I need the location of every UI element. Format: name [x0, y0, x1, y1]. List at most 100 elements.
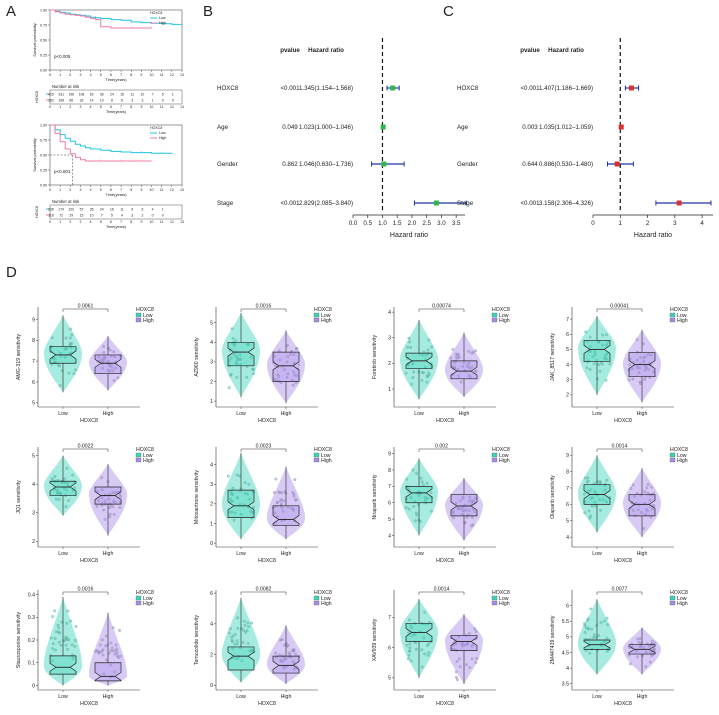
violin-point-high — [474, 661, 478, 665]
x-tick-label: 2 — [69, 73, 71, 77]
violin-point-high — [466, 642, 469, 645]
violin-point-low — [418, 519, 422, 523]
violin-legend-low: Low — [677, 313, 687, 319]
violin-point-high — [649, 515, 653, 519]
x-axis-label: Time(years) — [105, 192, 127, 197]
violin-point-low — [426, 653, 430, 657]
violin-point-low — [74, 368, 78, 372]
violin-point-high — [455, 675, 458, 679]
violin-box-high — [628, 494, 656, 517]
violin-y-label: Temozolide sensitivity — [194, 615, 200, 666]
violin-point-low — [588, 345, 592, 348]
violin-point-low — [245, 375, 249, 379]
risk-x-tick-label: 11 — [160, 220, 164, 224]
violin-x-tick-label: Low — [414, 411, 424, 417]
violin-legend-high: High — [321, 458, 332, 464]
x-tick-label: 7 — [120, 188, 122, 192]
violin-legend-high: High — [677, 318, 688, 324]
violin-point-low — [593, 353, 597, 357]
violin-legend-swatch-low — [669, 312, 676, 318]
violin-pvalue-bracket — [62, 591, 109, 595]
x-tick-label: 10 — [150, 73, 154, 77]
y-tick-label: 0.25 — [40, 54, 47, 58]
x-tick-label: 1 — [59, 188, 61, 192]
x-tick-label: 12 — [170, 188, 174, 192]
violin-point-low — [590, 627, 594, 631]
violin-point-low — [583, 622, 586, 625]
violin-point-high — [289, 352, 292, 356]
forest-header-pvalue: pvalue — [520, 47, 540, 54]
violin-point-low — [405, 643, 409, 647]
risk-high-count: 118 — [48, 214, 54, 218]
violin-point-high — [110, 365, 114, 369]
violin-point-low — [230, 327, 234, 331]
violin-x-tick-label: High — [459, 411, 470, 417]
violin-y-tick-label: 9 — [388, 451, 391, 457]
violin-point-low — [587, 509, 591, 513]
risk-x-tick-label: 11 — [160, 105, 164, 109]
x-tick-label: 5 — [100, 73, 102, 77]
risk-x-tick-label: 4 — [90, 220, 92, 224]
violin-point-low — [410, 626, 414, 630]
violin-x-label: HOXC8 — [614, 418, 632, 424]
violin-legend-swatch-low — [491, 452, 498, 458]
violin-point-high — [109, 663, 112, 667]
violin-point-low — [228, 631, 231, 635]
forest-x-tick-label: 0 — [591, 220, 595, 227]
risk-low-count: 5 — [162, 93, 164, 97]
violin-point-low — [250, 510, 254, 514]
violin-point-high — [642, 527, 645, 530]
violin-point-low — [584, 330, 588, 334]
violin-y-label: JAK_8517 sensitivity — [550, 333, 556, 381]
forest-x-tick-label: 0.0 — [349, 220, 358, 227]
risk-low-count: 102 — [68, 208, 74, 212]
violin-point-low — [64, 643, 68, 647]
violin-point-high — [642, 360, 646, 364]
violin-legend-swatch-high — [135, 317, 142, 323]
violin-legend-high: High — [143, 318, 154, 324]
violin-point-high — [286, 372, 290, 376]
violin-point-high — [629, 486, 633, 490]
violin-point-low — [586, 476, 590, 480]
violin-y-label: Olaparib sensitivity — [550, 475, 556, 519]
x-tick-label: 10 — [150, 188, 154, 192]
violin-point-low — [51, 647, 55, 651]
violin-y-tick-label: 8 — [388, 468, 391, 474]
violin-x-tick-label: High — [281, 411, 292, 417]
violin-point-high — [281, 509, 285, 513]
violin-point-high — [274, 378, 278, 381]
violin-y-tick-label: 2 — [210, 652, 213, 658]
violin-point-low — [589, 488, 593, 492]
violin-panel-9: 0 0.1 0.2 0.3 0.4 Staurosporine sensitivity Lo… — [16, 587, 154, 708]
risk-x-tick-label: 3 — [80, 220, 82, 224]
violin-y-tick-label: 4 — [566, 666, 569, 672]
violin-y-tick-label: 7 — [388, 615, 391, 621]
violin-x-tick-label: Low — [414, 551, 424, 557]
y-tick-label: 1.00 — [40, 124, 47, 128]
violin-point-high — [455, 678, 459, 682]
violin-point-high — [471, 351, 475, 354]
violin-point-low — [245, 343, 249, 346]
violin-point-low — [424, 353, 428, 357]
violin-point-low — [414, 647, 418, 651]
violin-point-high — [111, 490, 115, 494]
violin-y-tick-label: 6 — [388, 501, 391, 507]
violin-y-tick-label: 0.1 — [28, 661, 35, 667]
risk-x-tick-label: 2 — [69, 105, 71, 109]
violin-point-low — [62, 639, 66, 643]
violin-legend-high: High — [143, 601, 154, 607]
survival-pvalue: p<0.001 — [54, 169, 71, 174]
violin-point-low — [68, 343, 72, 347]
violin-legend-low: Low — [321, 596, 331, 602]
forest-header-hr: Hazard ratio — [308, 47, 344, 54]
violin-point-low — [605, 357, 609, 361]
violin-point-high — [462, 361, 466, 365]
violin-y-tick-label: 4 — [388, 310, 391, 316]
forest-row-hr: 1.035(1.012–1.059) — [539, 124, 593, 131]
violin-point-high — [102, 508, 105, 512]
violin-point-low — [407, 649, 411, 653]
forest-x-tick-label: 2 — [646, 220, 650, 227]
violin-point-high — [116, 376, 120, 380]
